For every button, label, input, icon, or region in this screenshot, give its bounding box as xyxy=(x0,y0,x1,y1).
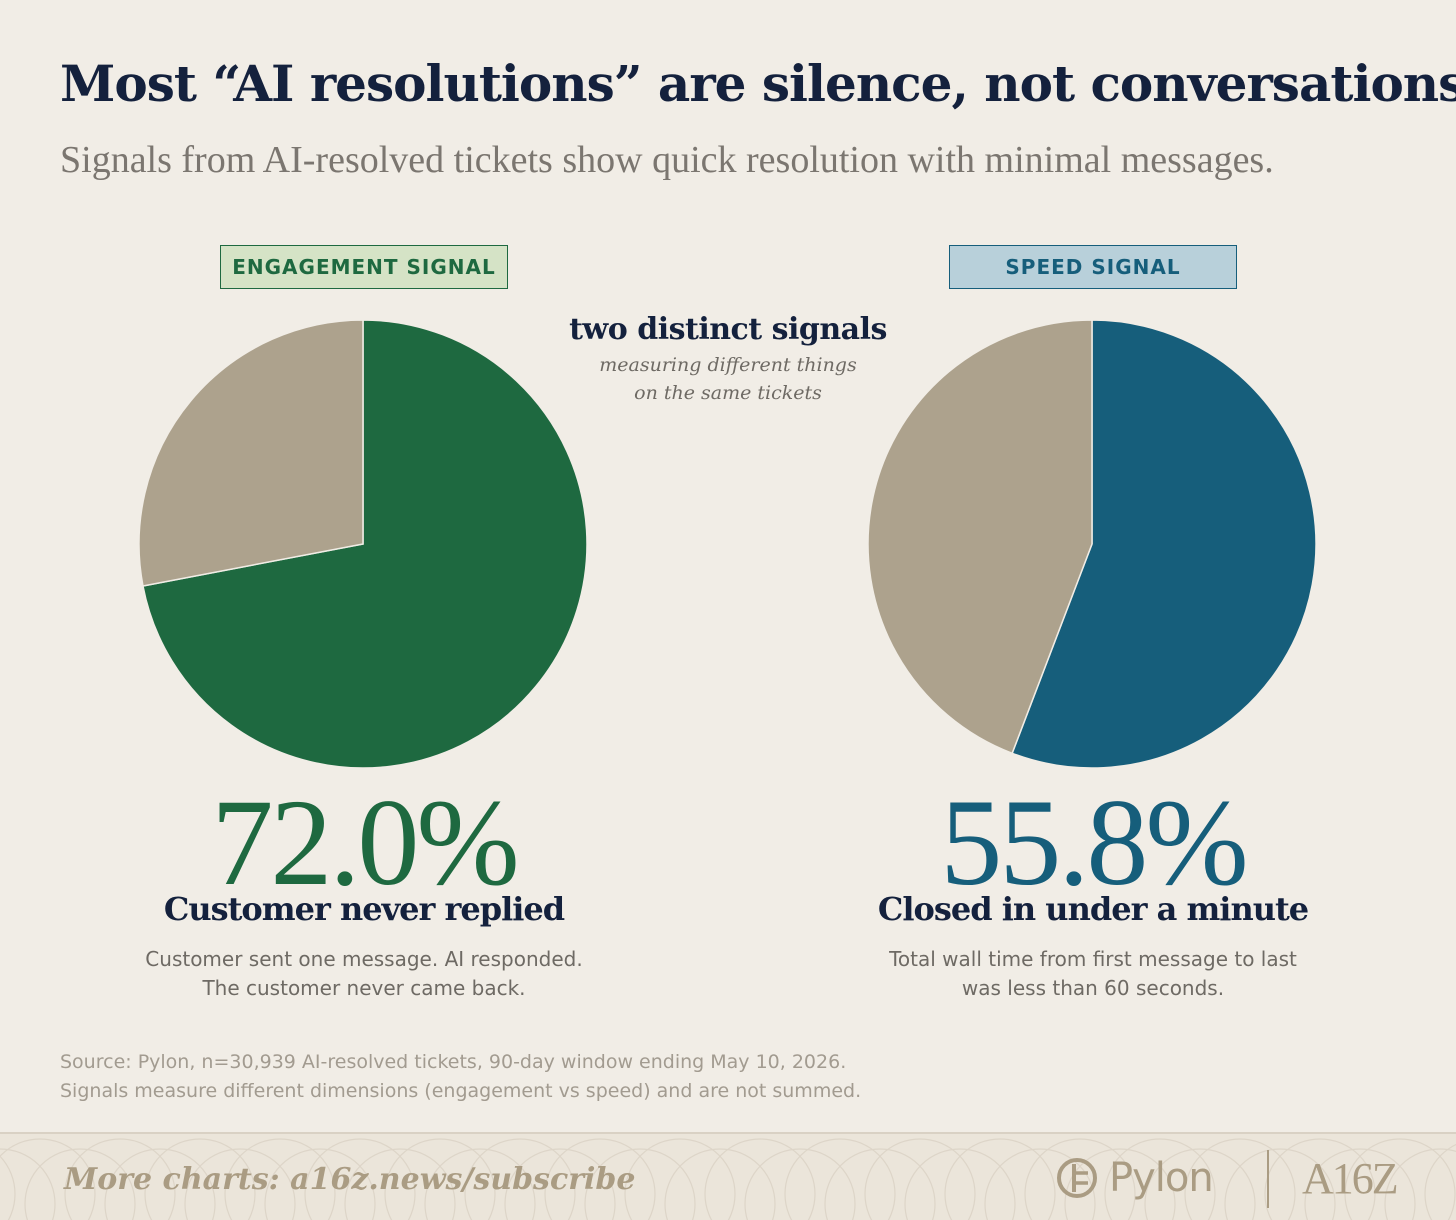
engagement-pie-slice-1 xyxy=(138,319,364,587)
page-subtitle: Signals from AI-resolved tickets show qu… xyxy=(60,139,1274,181)
engagement-stat-label: Customer never replied xyxy=(163,890,565,928)
engagement-desc-line1: Customer sent one message. AI responded. xyxy=(145,947,583,971)
speed-desc-line2: was less than 60 seconds. xyxy=(961,976,1225,1000)
speed-stat-description: Total wall time from first message to la… xyxy=(793,945,1393,1003)
speed-pie-slice-0 xyxy=(1011,319,1317,769)
speed-pie-slice-1 xyxy=(867,319,1093,755)
engagement-pie-chart xyxy=(138,319,588,769)
engagement-pie-slice-0 xyxy=(142,319,588,769)
speed-stat-label: Closed in under a minute xyxy=(877,890,1309,928)
more-charts-link[interactable]: More charts: a16z.news/subscribe xyxy=(64,1162,636,1197)
pylon-logo-icon xyxy=(1057,1158,1097,1198)
pylon-logo: Pylon xyxy=(1055,1155,1214,1201)
page-title: Most “AI resolutions” are silence, not c… xyxy=(60,54,1456,113)
logo-divider xyxy=(1267,1150,1269,1208)
source-line2: Signals measure different dimensions (en… xyxy=(60,1080,862,1102)
speed-pie-chart xyxy=(867,319,1317,769)
a16z-logo: A16Z xyxy=(1302,1153,1399,1203)
speed-signal-badge: SPEED SIGNAL xyxy=(949,245,1237,289)
engagement-stat-value: 72.0% xyxy=(211,774,519,911)
footer-pattern xyxy=(0,1138,1456,1220)
center-note-line2: on the same tickets xyxy=(634,382,822,404)
engagement-desc-line2: The customer never came back. xyxy=(202,976,526,1000)
pylon-logo-text: Pylon xyxy=(1109,1155,1214,1201)
source-note: Source: Pylon, n=30,939 AI-resolved tick… xyxy=(60,1048,861,1106)
center-note-line1: measuring different things xyxy=(599,354,857,376)
source-line1: Source: Pylon, n=30,939 AI-resolved tick… xyxy=(60,1051,847,1073)
engagement-stat-description: Customer sent one message. AI responded.… xyxy=(64,945,664,1003)
footer: More charts: a16z.news/subscribe Pylon A… xyxy=(0,1132,1456,1220)
center-note-title: two distinct signals xyxy=(569,312,887,347)
engagement-signal-badge: ENGAGEMENT SIGNAL xyxy=(220,245,508,289)
center-note: two distinct signals measuring different… xyxy=(528,312,928,407)
speed-stat-value: 55.8% xyxy=(940,774,1248,911)
speed-desc-line1: Total wall time from first message to la… xyxy=(889,947,1297,971)
